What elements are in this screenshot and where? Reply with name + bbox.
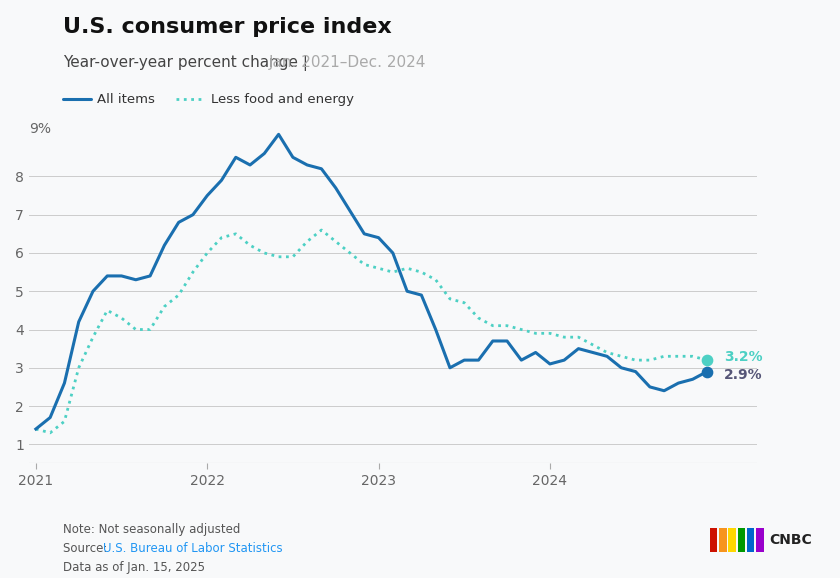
Text: Data as of Jan. 15, 2025: Data as of Jan. 15, 2025: [63, 561, 205, 573]
Text: 3.2%: 3.2%: [724, 350, 763, 364]
Point: [701, 355, 714, 365]
Text: U.S. consumer price index: U.S. consumer price index: [63, 17, 391, 38]
Text: Less food and energy: Less food and energy: [211, 93, 354, 106]
Text: 2.9%: 2.9%: [724, 368, 763, 383]
Text: Year-over-year percent change |: Year-over-year percent change |: [63, 55, 312, 71]
Text: Jan. 2021–Dec. 2024: Jan. 2021–Dec. 2024: [269, 55, 426, 70]
Text: Note: Not seasonally adjusted: Note: Not seasonally adjusted: [63, 523, 240, 536]
Point: [701, 367, 714, 376]
Text: U.S. Bureau of Labor Statistics: U.S. Bureau of Labor Statistics: [103, 542, 283, 555]
Text: Source:: Source:: [63, 542, 111, 555]
Text: CNBC: CNBC: [769, 533, 812, 547]
Text: All items: All items: [97, 93, 155, 106]
Text: 9%: 9%: [29, 123, 50, 136]
